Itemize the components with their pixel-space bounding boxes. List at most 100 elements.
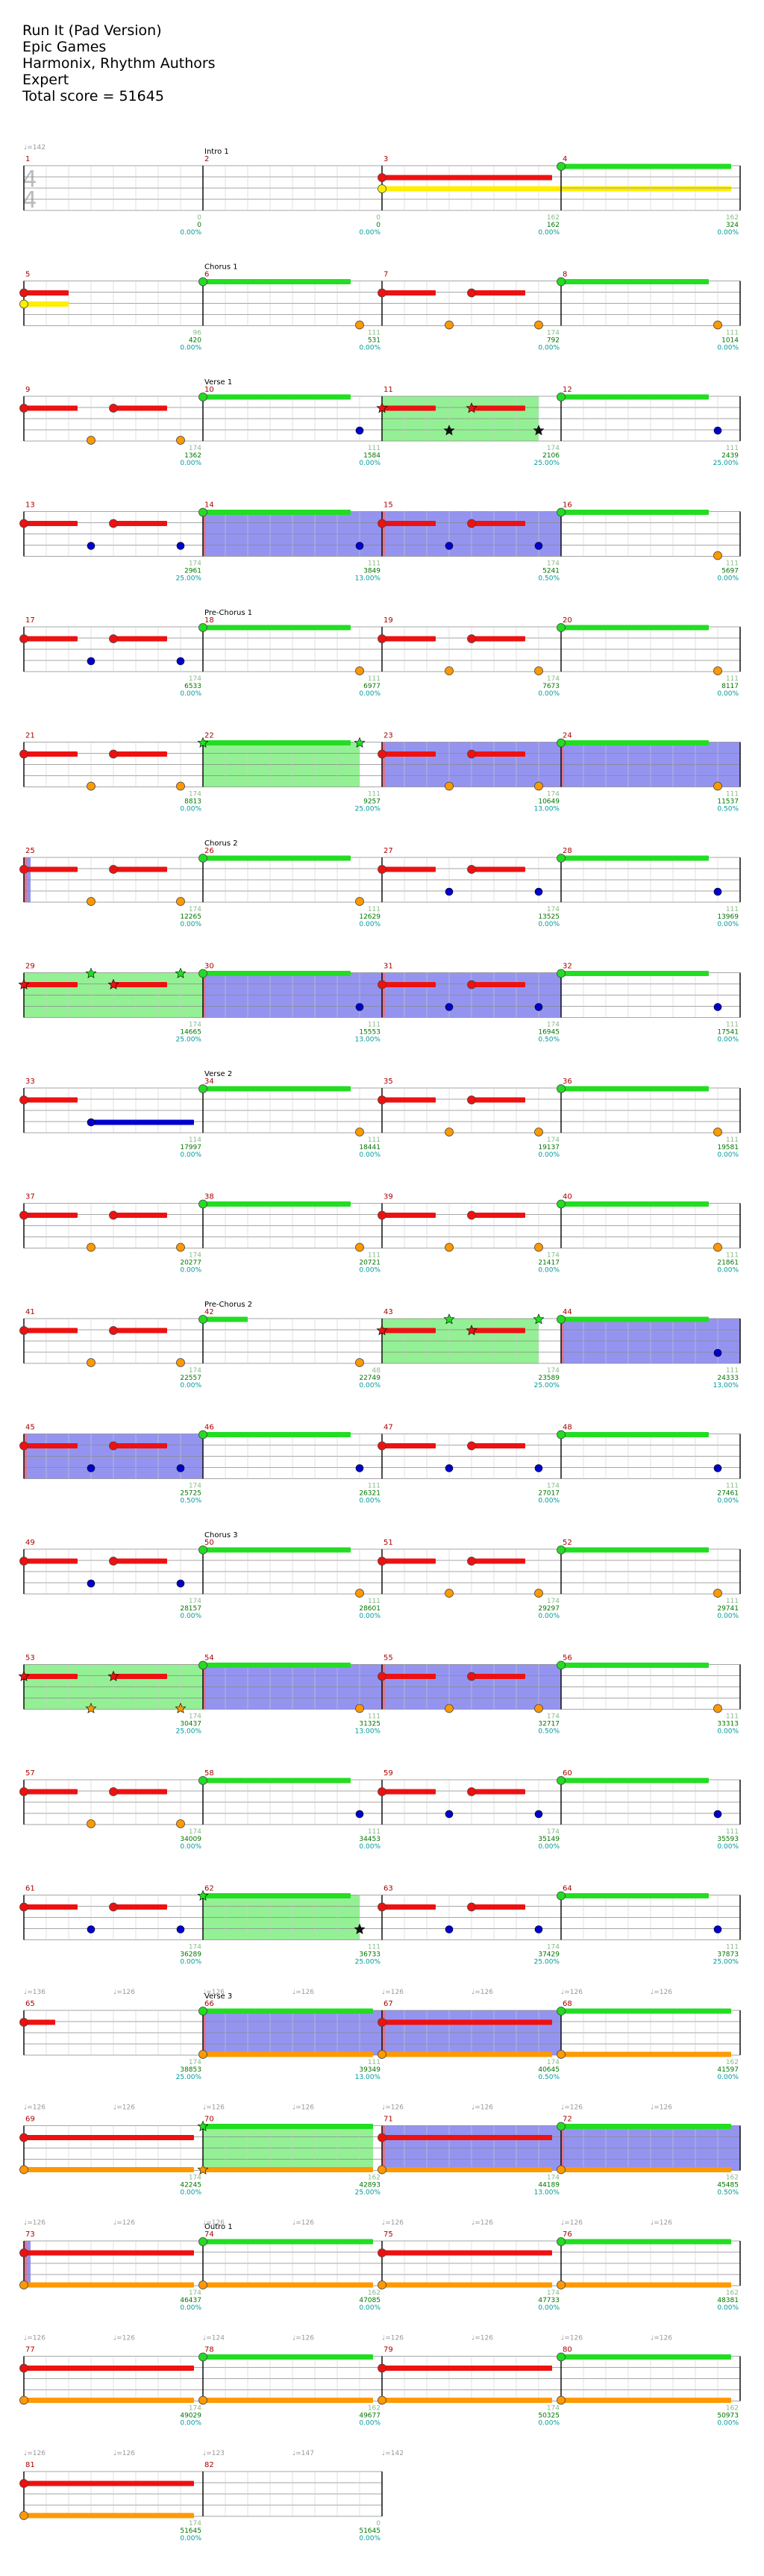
measure-note-score: 111	[368, 2059, 381, 2066]
measure-note-score: 111	[368, 1022, 381, 1029]
note-orange	[19, 2165, 28, 2175]
cumulative-score: 36733	[359, 1951, 381, 1959]
cumulative-score: 50325	[538, 2413, 560, 2420]
star-power-percent: 13.00%	[534, 806, 560, 813]
measure-note-score: 174	[547, 560, 560, 568]
note-orange	[87, 897, 96, 906]
measure-note-score: 174	[189, 1367, 201, 1375]
star-note-red	[107, 978, 119, 990]
measure-note-score: 162	[726, 214, 739, 222]
measure-note-score: 174	[189, 2175, 201, 2182]
cumulative-score: 3849	[363, 568, 381, 575]
measure-number: 12	[563, 386, 572, 394]
measure-note-score: 111	[368, 560, 381, 568]
tempo-marker: ♩=126	[382, 2104, 404, 2112]
measure-number: 52	[563, 1539, 572, 1547]
sustain-red	[24, 1789, 78, 1795]
note-green	[198, 2237, 207, 2246]
cumulative-score: 2961	[184, 568, 201, 575]
star-power-percent: 0.00%	[538, 345, 560, 352]
sustain-red	[24, 982, 78, 987]
star-power-percent: 0.50%	[717, 806, 739, 813]
sustain-green	[561, 2354, 731, 2360]
note-orange	[176, 1242, 185, 1252]
note-red	[467, 1557, 476, 1566]
sustain-red	[24, 1097, 78, 1103]
sustain-green	[203, 1893, 351, 1898]
measure-note-score: 111	[726, 1367, 739, 1375]
sustain-orange	[203, 2051, 373, 2057]
cumulative-score: 47085	[359, 2297, 381, 2304]
cumulative-score: 29741	[717, 1605, 739, 1613]
cumulative-score: 531	[368, 337, 381, 345]
star-power-percent: 25.00%	[176, 1037, 202, 1044]
note-orange	[176, 1819, 185, 1828]
measure-number: 32	[563, 963, 572, 971]
sustain-red	[113, 866, 167, 872]
star-power-percent: 0.00%	[359, 690, 381, 698]
star-power-percent: 13.00%	[355, 1728, 381, 1736]
note-orange	[713, 1242, 722, 1252]
measure-number: 44	[563, 1308, 572, 1316]
measure-note-score: 111	[726, 1483, 739, 1490]
star-power-percent: 0.00%	[180, 1959, 201, 1966]
measure-note-score: 162	[368, 2289, 381, 2297]
sustain-orange	[24, 2398, 194, 2403]
note-red	[109, 1441, 118, 1451]
measure-note-score: 174	[547, 2175, 560, 2182]
tempo-marker: ♩=126	[203, 1989, 225, 1996]
sustain-yellow	[382, 186, 731, 192]
note-blue	[176, 657, 185, 666]
cumulative-score: 6533	[184, 683, 201, 690]
cumulative-score: 21417	[538, 1260, 560, 1267]
tempo-marker: ♩=126	[561, 1989, 583, 1996]
cumulative-score: 18441	[359, 1144, 381, 1151]
cumulative-score: 324	[726, 222, 739, 229]
sustain-green	[203, 2354, 373, 2360]
sustain-red	[382, 1097, 436, 1103]
star-note-green	[197, 1889, 209, 1901]
sustain-green	[203, 1316, 248, 1322]
cumulative-score: 20277	[180, 1260, 201, 1267]
measure-number: 54	[204, 1654, 214, 1663]
sustain-red	[24, 1213, 78, 1218]
star-note-green	[85, 967, 97, 978]
measure-note-score: 174	[547, 1252, 560, 1260]
cumulative-score: 12265	[180, 913, 201, 921]
note-orange	[557, 2165, 566, 2175]
measure-number: 31	[383, 963, 393, 971]
note-green	[198, 507, 207, 517]
measure-number: 7	[383, 271, 388, 279]
star-power-percent: 0.00%	[359, 2420, 381, 2427]
note-red	[19, 634, 28, 643]
sustain-red	[472, 982, 525, 987]
sustain-blue	[91, 1119, 194, 1125]
measure-note-score: 174	[547, 1367, 560, 1375]
sustain-red	[382, 751, 436, 757]
cumulative-score: 22749	[359, 1375, 381, 1382]
cumulative-score: 38853	[180, 2066, 201, 2074]
star-note-green	[354, 737, 366, 748]
cumulative-score: 44189	[538, 2182, 560, 2189]
note-orange	[355, 1589, 364, 1598]
note-red	[467, 980, 476, 990]
measure-note-score: 111	[726, 906, 739, 913]
cumulative-score: 5241	[542, 568, 560, 575]
note-red	[378, 288, 386, 298]
note-red	[19, 1557, 28, 1566]
star-power-percent: 0.00%	[717, 345, 739, 352]
measure-note-score: 162	[726, 2059, 739, 2066]
note-green	[198, 1776, 207, 1785]
sustain-green	[561, 2008, 731, 2014]
sustain-red	[113, 405, 167, 411]
measure-note-score: 111	[368, 675, 381, 683]
song-artist: Epic Games	[22, 39, 107, 55]
measure-number: 75	[383, 2230, 393, 2239]
cumulative-score: 45485	[717, 2182, 739, 2189]
note-orange	[378, 2395, 386, 2405]
sustain-red	[472, 636, 525, 642]
measure-number: 23	[383, 732, 393, 740]
measure-note-score: 162	[368, 2405, 381, 2413]
note-green	[557, 854, 566, 863]
note-orange	[445, 781, 454, 791]
